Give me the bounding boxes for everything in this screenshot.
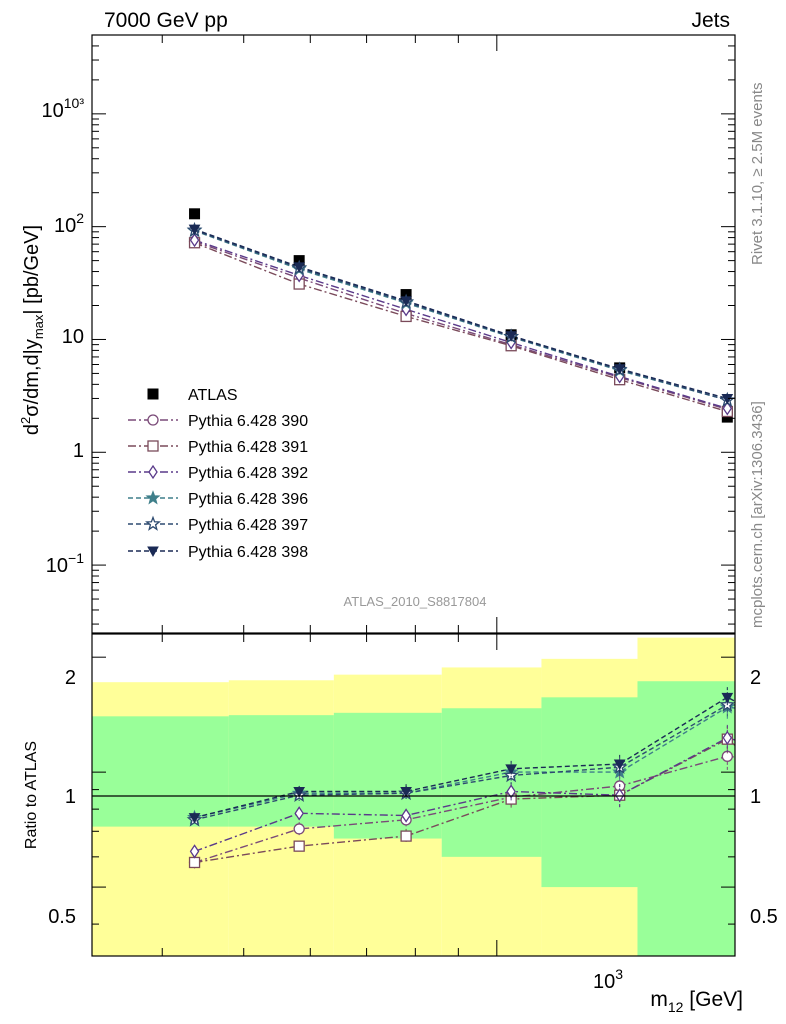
main-point-series-3-0 bbox=[189, 232, 200, 248]
ratio-y-axis-label: Ratio to ATLAS bbox=[23, 741, 40, 849]
legend-marker-3 bbox=[148, 464, 158, 480]
analysis-watermark: ATLAS_2010_S8817804 bbox=[344, 594, 487, 609]
legend-label-4: Pythia 6.428 396 bbox=[188, 491, 308, 508]
legend-label-0: ATLAS bbox=[188, 387, 238, 404]
ratio-point-series-2-2 bbox=[401, 808, 411, 823]
ratio-plot-frame bbox=[91, 633, 736, 957]
main-point-series-0-0 bbox=[189, 208, 201, 220]
ratio-point-series-0-1 bbox=[293, 823, 305, 835]
main-line-series-1 bbox=[194, 240, 728, 411]
ratio-point-series-5-5 bbox=[721, 692, 734, 704]
ratio-point-series-4-3 bbox=[503, 767, 520, 783]
legend-label-2: Pythia 6.428 391 bbox=[188, 439, 308, 456]
main-line-series-3 bbox=[194, 239, 728, 410]
main-y-axis-label: d2σ/dm,d|ymax| [pb/GeV] bbox=[18, 225, 46, 435]
y-tick-label-1000: 1010³ bbox=[42, 95, 85, 122]
main-point-series-1-6 bbox=[0, 433, 5, 443]
ratio-point-series-5-4 bbox=[613, 759, 626, 771]
legend-marker-2 bbox=[147, 440, 159, 452]
ratio-point-series-1-2 bbox=[400, 830, 412, 842]
ratio-point-series-1-1 bbox=[293, 840, 305, 852]
ratio-y-tick-2-right: 2 bbox=[750, 667, 761, 689]
ratio-point-series-5-1 bbox=[293, 786, 306, 798]
ratio-point-series-2-0 bbox=[189, 844, 200, 859]
main-point-series-3-5 bbox=[722, 401, 733, 416]
ratio-y-tick-2-left: 2 bbox=[65, 667, 76, 689]
ratio-point-series-5-3 bbox=[505, 764, 517, 775]
ratio-y-tick-0.5-left: 0.5 bbox=[48, 906, 76, 928]
main-point-series-6-4 bbox=[613, 364, 626, 375]
ratio-point-series-1-0 bbox=[188, 856, 201, 869]
main-point-series-6-2 bbox=[400, 296, 412, 307]
legend-label-1: Pythia 6.428 390 bbox=[188, 413, 308, 430]
legend-marker-0 bbox=[147, 388, 159, 400]
ratio-y-tick-1-left: 1 bbox=[65, 786, 76, 808]
legend-marker-5 bbox=[145, 515, 161, 531]
y-tick-label-0.1: 10−1 bbox=[46, 550, 84, 577]
ratio-uncertainty-bands bbox=[92, 637, 735, 956]
axis-ticks bbox=[92, 34, 735, 956]
ratio-point-series-2-3 bbox=[506, 784, 516, 799]
ratio-point-series-2-4 bbox=[614, 788, 625, 803]
main-point-series-6-0 bbox=[188, 224, 201, 236]
main-line-series-4 bbox=[194, 230, 728, 401]
x-axis-label: m12 [GeV] bbox=[650, 988, 743, 1015]
band-green-bin-0 bbox=[92, 716, 229, 827]
main-line-series-5 bbox=[194, 229, 728, 401]
main-series-markers bbox=[0, 208, 735, 464]
legend-label-3: Pythia 6.428 392 bbox=[188, 465, 308, 482]
main-point-series-6-3 bbox=[505, 331, 517, 342]
y-tick-label-100: 102 bbox=[54, 210, 84, 237]
ratio-point-series-5-2 bbox=[400, 786, 412, 798]
header-right: Jets bbox=[691, 9, 730, 32]
legend: ATLAS Pythia 6.428 390 Pythia 6.428 391 Pyt… bbox=[128, 387, 308, 561]
main-line-series-2 bbox=[194, 242, 728, 413]
header-left: 7000 GeV pp bbox=[104, 9, 228, 32]
legend-marker-4 bbox=[145, 490, 161, 505]
main-point-series-2-6 bbox=[0, 454, 10, 464]
main-point-series-6-1 bbox=[293, 262, 306, 273]
y-tick-label-10: 10 bbox=[62, 326, 84, 348]
ratio-point-series-2-5 bbox=[722, 730, 733, 745]
mcplots-reference-label: mcplots.cern.ch [arXiv:1306.3436] bbox=[749, 401, 766, 628]
legend-label-6: Pythia 6.428 398 bbox=[188, 544, 308, 561]
legend-marker-6 bbox=[147, 546, 159, 558]
main-plot-frame bbox=[91, 34, 736, 634]
rivet-version-label: Rivet 3.1.10, ≥ 2.5M events bbox=[749, 83, 766, 266]
legend-label-5: Pythia 6.428 397 bbox=[188, 517, 308, 534]
legend-marker-1 bbox=[147, 414, 159, 426]
ratio-y-tick-0.5-right: 0.5 bbox=[750, 906, 778, 928]
y-tick-label-1: 1 bbox=[73, 440, 84, 462]
ratio-point-series-2-1 bbox=[294, 806, 304, 821]
ratio-point-series-5-0 bbox=[188, 813, 201, 824]
ratio-y-tick-1-right: 1 bbox=[750, 786, 761, 808]
band-green-bin-1 bbox=[228, 715, 334, 827]
band-green-bin-5 bbox=[637, 681, 735, 956]
x-tick-label-1000: 103 bbox=[593, 966, 623, 993]
main-line-series-6 bbox=[194, 228, 728, 400]
main-series-lines bbox=[194, 228, 728, 413]
band-green-bin-2 bbox=[333, 712, 442, 839]
